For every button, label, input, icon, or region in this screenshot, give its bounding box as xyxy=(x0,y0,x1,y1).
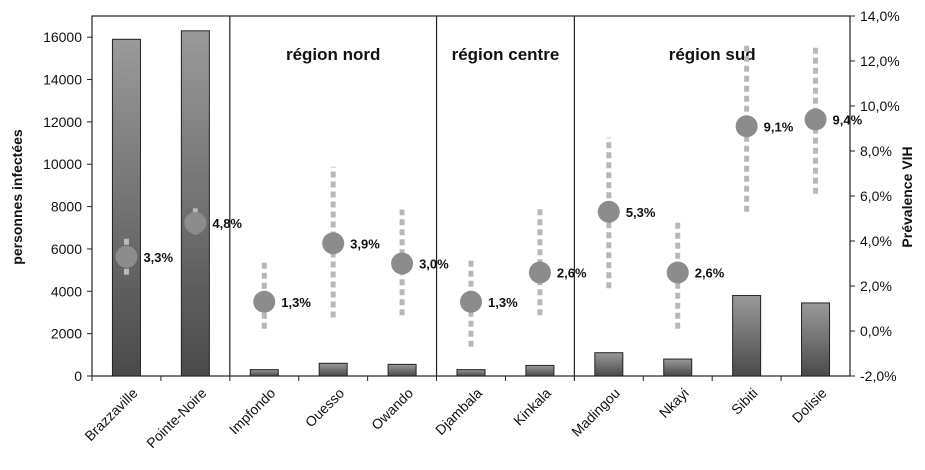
prevalence-label: 3,3% xyxy=(143,250,173,265)
x-tick-label: Owando xyxy=(368,385,416,433)
prevalence-point xyxy=(460,290,482,313)
bar xyxy=(732,295,762,377)
y2-tick-label: 10,0% xyxy=(860,98,900,114)
bar xyxy=(318,362,348,377)
prevalence-label: 9,1% xyxy=(764,119,794,134)
x-tick-label: Madingou xyxy=(568,385,623,440)
y-tick-label: 10000 xyxy=(43,156,82,172)
prevalence-label: 2,6% xyxy=(695,266,725,281)
x-tick-label: Sibiti xyxy=(728,385,761,418)
prevalence-point xyxy=(322,232,345,255)
prevalence-point xyxy=(666,261,689,284)
x-tick-label: Impfondo xyxy=(226,385,279,438)
y-tick-label: 14000 xyxy=(43,72,82,88)
y2-tick-label: 4,0% xyxy=(860,233,892,249)
prevalence-label: 3,0% xyxy=(419,257,449,272)
y-axis-right-title: Prévalence VIH xyxy=(899,146,915,247)
prevalence-label: 4,8% xyxy=(212,216,242,231)
y-tick-label: 8000 xyxy=(51,199,82,215)
y-axis-right-ticks: -2,0% 0,0% 2,0% 4,0% 6,0% 8,0% 10,0% 12,0% 14,0% xyxy=(850,8,900,384)
x-tick-label: Kinkala xyxy=(510,385,554,429)
y-axis-left-title: personnes infectées xyxy=(9,129,25,265)
prevalence-label: 5,3% xyxy=(626,205,656,220)
x-tick-label: Pointe-Noire xyxy=(143,385,209,451)
prevalence-label: 9,4% xyxy=(833,113,863,128)
region-label: région centre xyxy=(452,45,560,64)
y2-tick-label: 14,0% xyxy=(860,8,900,24)
region-dividers: région nord région centre région sud xyxy=(229,16,756,376)
y2-tick-label: 0,0% xyxy=(860,323,892,339)
bar xyxy=(594,352,624,377)
x-tick-label: Ouesso xyxy=(302,385,348,431)
bar xyxy=(525,364,555,377)
y-tick-label: 16000 xyxy=(43,29,82,45)
prevalence-point xyxy=(528,261,551,284)
x-axis-category-labels: Brazzaville Pointe-Noire Impfondo Ouesso Owa… xyxy=(81,376,830,451)
prevalence-points: 3,3% 4,8% 1,3% 3,9% 3,0% 1,3% 2,6% 5,3% 2,6% 9,1%… xyxy=(115,108,863,313)
x-tick-label: Djambala xyxy=(432,385,485,438)
bar xyxy=(111,38,141,377)
prevalence-point xyxy=(391,252,414,275)
prevalence-point xyxy=(253,290,276,313)
y2-tick-label: 8,0% xyxy=(860,143,892,159)
prevalence-label: 2,6% xyxy=(557,266,587,281)
x-tick-label: Brazzaville xyxy=(81,385,140,444)
y-axis-left-ticks: 0 2000 4000 6000 8000 10000 12000 14000 16000 xyxy=(43,29,92,384)
x-tick-label: Dolisie xyxy=(789,385,830,426)
y2-tick-label: 2,0% xyxy=(860,278,892,294)
y-tick-label: 2000 xyxy=(51,326,82,342)
bar xyxy=(663,358,693,377)
prevalence-point xyxy=(804,108,827,131)
prevalence-label: 1,3% xyxy=(281,295,311,310)
bar xyxy=(801,302,831,377)
prevalence-label: 3,9% xyxy=(350,236,380,251)
bar xyxy=(387,363,417,377)
bars-infected xyxy=(111,30,831,377)
y-tick-label: 12000 xyxy=(43,114,82,130)
y-tick-label: 0 xyxy=(74,368,82,384)
y2-tick-label: 6,0% xyxy=(860,188,892,204)
y2-tick-label: 12,0% xyxy=(860,53,900,69)
prevalence-point xyxy=(115,245,138,268)
region-label: région nord xyxy=(286,45,380,64)
bar xyxy=(456,369,486,377)
prevalence-point xyxy=(184,212,207,234)
prevalence-point xyxy=(735,115,758,138)
prevalence-label: 1,3% xyxy=(488,295,518,310)
y2-tick-label: -2,0% xyxy=(860,368,897,384)
region-label: région sud xyxy=(669,45,756,64)
bar xyxy=(180,30,210,377)
y-tick-label: 6000 xyxy=(51,241,82,257)
bar xyxy=(249,369,279,377)
y-tick-label: 4000 xyxy=(51,283,82,299)
prevalence-point xyxy=(597,200,620,223)
x-tick-label: Nkayi xyxy=(656,385,692,421)
